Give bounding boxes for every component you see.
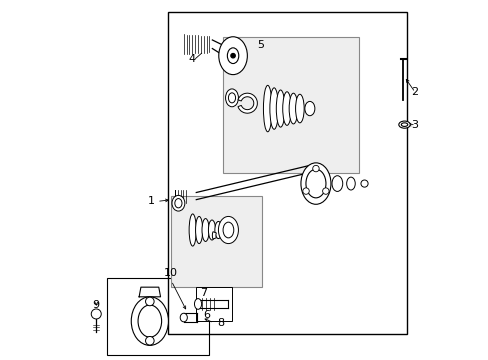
Text: 9: 9 bbox=[93, 300, 100, 310]
Ellipse shape bbox=[202, 219, 209, 242]
Ellipse shape bbox=[228, 93, 235, 103]
Ellipse shape bbox=[269, 88, 278, 129]
Ellipse shape bbox=[218, 37, 247, 75]
Ellipse shape bbox=[295, 94, 304, 123]
Wedge shape bbox=[238, 93, 257, 113]
Circle shape bbox=[312, 165, 319, 172]
Ellipse shape bbox=[346, 177, 354, 190]
Text: 5: 5 bbox=[257, 40, 264, 50]
Bar bbox=[107, 278, 208, 355]
Wedge shape bbox=[212, 232, 216, 239]
Bar bbox=[167, 12, 406, 334]
Ellipse shape bbox=[189, 214, 196, 246]
Ellipse shape bbox=[131, 297, 168, 345]
Ellipse shape bbox=[360, 180, 367, 187]
Ellipse shape bbox=[305, 169, 325, 198]
Text: 2: 2 bbox=[410, 87, 417, 98]
Ellipse shape bbox=[304, 102, 314, 116]
Circle shape bbox=[145, 337, 154, 345]
Ellipse shape bbox=[208, 220, 215, 240]
Ellipse shape bbox=[172, 195, 184, 211]
Ellipse shape bbox=[194, 298, 201, 309]
Ellipse shape bbox=[401, 123, 407, 126]
Bar bbox=[171, 196, 262, 287]
Text: 7: 7 bbox=[200, 288, 206, 297]
Ellipse shape bbox=[300, 163, 330, 204]
Ellipse shape bbox=[282, 92, 291, 125]
Ellipse shape bbox=[214, 221, 222, 239]
Text: 10: 10 bbox=[164, 268, 178, 278]
Ellipse shape bbox=[175, 199, 182, 208]
Bar bbox=[223, 37, 358, 173]
Text: 3: 3 bbox=[410, 120, 417, 130]
Circle shape bbox=[302, 188, 308, 194]
Ellipse shape bbox=[288, 93, 297, 124]
Ellipse shape bbox=[227, 48, 238, 64]
Ellipse shape bbox=[218, 216, 238, 244]
Bar bbox=[196, 287, 231, 321]
Circle shape bbox=[91, 309, 101, 319]
Text: 4: 4 bbox=[188, 54, 195, 64]
Ellipse shape bbox=[138, 305, 162, 337]
Ellipse shape bbox=[263, 85, 271, 132]
Ellipse shape bbox=[180, 313, 187, 322]
Ellipse shape bbox=[331, 176, 342, 192]
Ellipse shape bbox=[223, 222, 233, 238]
Circle shape bbox=[230, 54, 235, 58]
Circle shape bbox=[322, 188, 328, 194]
Ellipse shape bbox=[276, 90, 285, 127]
Text: 1: 1 bbox=[147, 197, 154, 206]
Ellipse shape bbox=[398, 121, 409, 128]
Ellipse shape bbox=[195, 216, 203, 244]
Ellipse shape bbox=[225, 89, 238, 107]
Circle shape bbox=[145, 297, 154, 306]
Text: 8: 8 bbox=[217, 318, 224, 328]
Text: 6: 6 bbox=[203, 310, 210, 320]
